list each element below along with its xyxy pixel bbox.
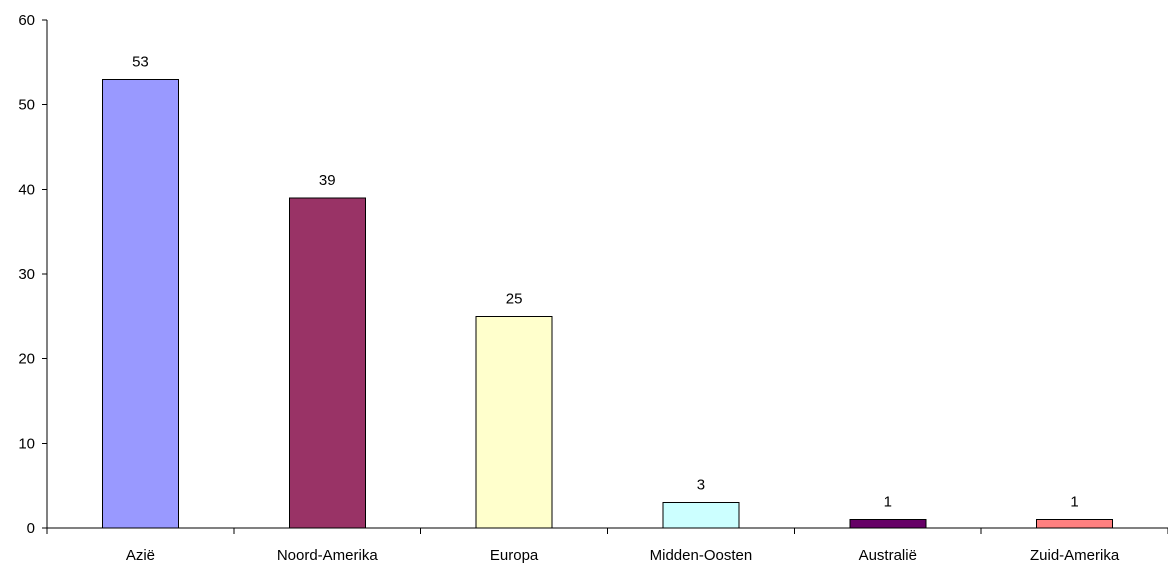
- x-category-label: Europa: [490, 547, 539, 563]
- data-label: 39: [319, 172, 336, 189]
- y-tick-label: 0: [27, 520, 35, 537]
- x-category-label: Azië: [126, 547, 155, 563]
- bar-azi-: [101, 78, 179, 529]
- y-tick-label: 50: [18, 97, 35, 114]
- bar-noord-amerika: [288, 197, 366, 529]
- data-label: 1: [1070, 494, 1078, 511]
- data-label: 3: [697, 477, 705, 494]
- data-label: 1: [884, 494, 892, 511]
- bar-europa: [475, 315, 553, 529]
- axes: 0 10 20 30 40 50 60: [18, 12, 1168, 537]
- y-tick-label: 30: [18, 266, 35, 283]
- labels: 53 Azië 39 Noord-Amerika 25 Europa 3 Midden-Oos…: [126, 53, 1120, 563]
- y-tick-label: 60: [18, 12, 35, 29]
- x-category-label: Noord-Amerika: [277, 547, 379, 563]
- x-category-label: Australië: [859, 547, 917, 563]
- x-category-label: Midden-Oosten: [650, 547, 753, 563]
- bar-australi-: [849, 519, 927, 529]
- y-tick-label: 40: [18, 181, 35, 198]
- bars: [101, 78, 1114, 529]
- y-tick-label: 20: [18, 351, 35, 368]
- data-label: 53: [132, 53, 149, 70]
- bar-midden-oosten: [662, 502, 740, 529]
- data-label: 25: [506, 290, 523, 307]
- bar-zuid-amerika: [1036, 519, 1114, 529]
- y-tick-label: 10: [18, 435, 35, 452]
- x-category-label: Zuid-Amerika: [1030, 547, 1120, 563]
